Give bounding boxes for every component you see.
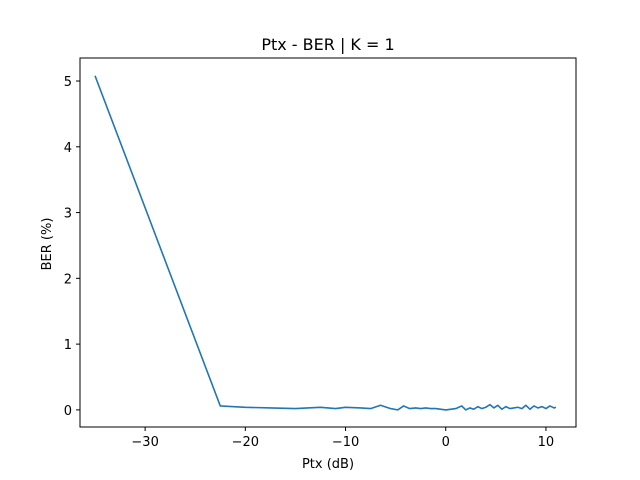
chart-title: Ptx - BER | K = 1 [261, 35, 394, 54]
y-tick-label: 2 [64, 272, 72, 287]
x-tick-label: −20 [232, 435, 259, 450]
y-tick-label: 4 [64, 141, 72, 156]
x-axis: −30 −20 −10 0 10 [131, 427, 554, 450]
x-tick-label: 0 [442, 435, 450, 450]
y-axis-label: BER (%) [40, 218, 55, 271]
x-tick-label: −30 [131, 435, 158, 450]
y-tick-label: 1 [64, 338, 72, 353]
plot-area [94, 75, 557, 411]
y-axis: 0 1 2 3 4 5 [64, 75, 80, 419]
x-tick-label: −10 [332, 435, 359, 450]
series-line [94, 75, 557, 411]
x-tick-label: 10 [538, 435, 555, 450]
y-tick-label: 5 [64, 75, 72, 90]
y-tick-label: 0 [64, 404, 72, 419]
axes-frame [79, 57, 577, 428]
y-tick-label: 3 [64, 207, 72, 222]
x-axis-label: Ptx (dB) [302, 457, 354, 472]
